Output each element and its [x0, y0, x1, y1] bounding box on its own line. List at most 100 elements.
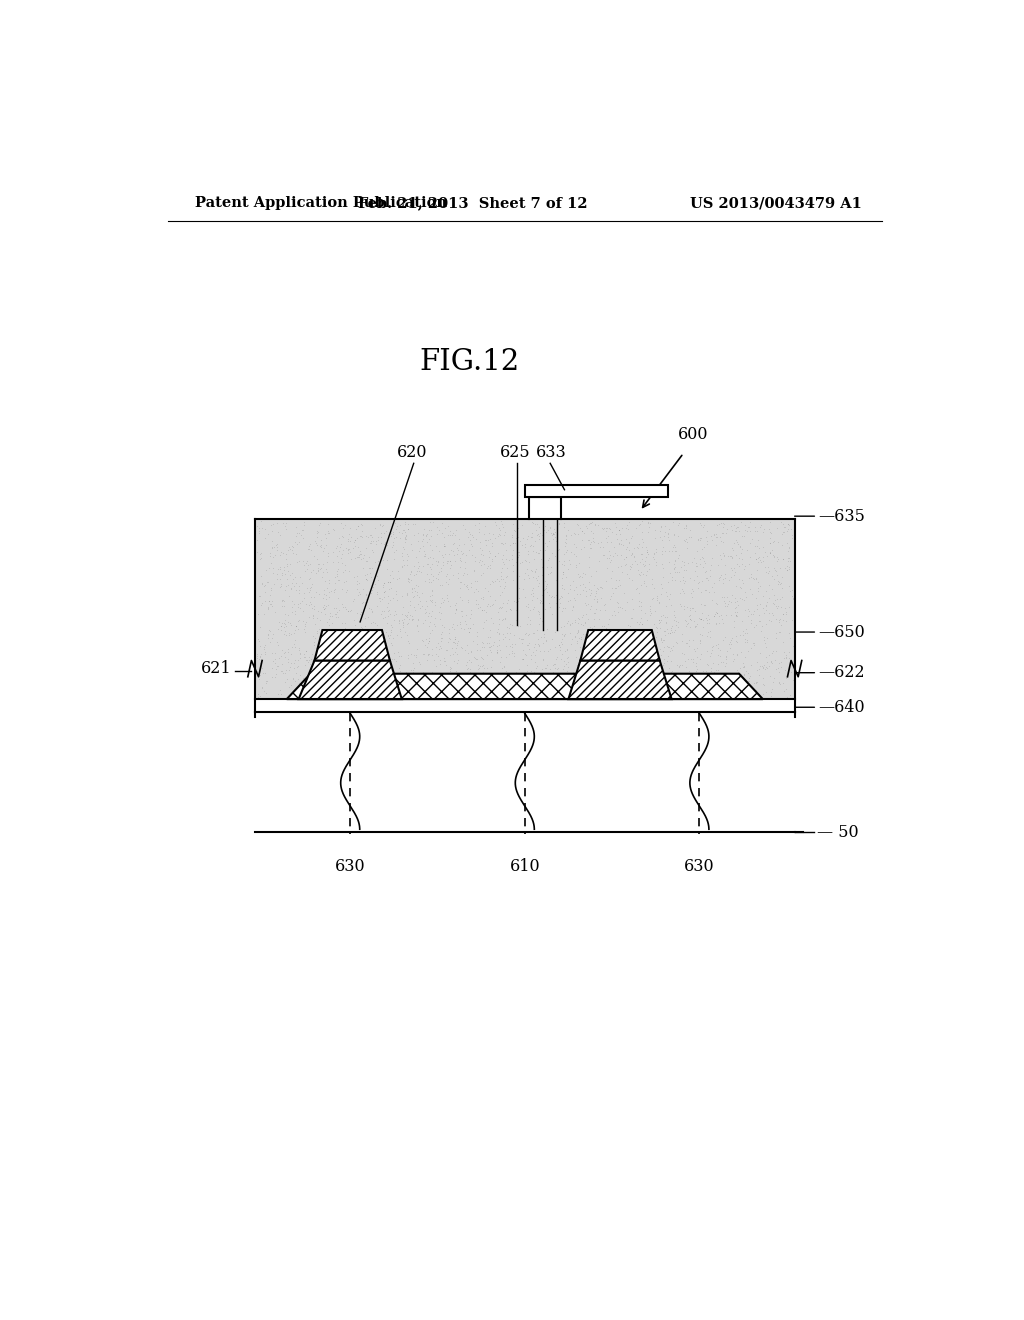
Point [641, 623, 657, 644]
Point [465, 527, 481, 548]
Point [638, 564, 654, 585]
Point [296, 655, 312, 676]
Point [331, 599, 347, 620]
Point [620, 615, 636, 636]
Point [327, 582, 343, 603]
Point [446, 544, 463, 565]
Point [664, 639, 680, 660]
Point [631, 595, 647, 616]
Point [493, 511, 509, 532]
Point [280, 561, 296, 582]
Point [688, 638, 705, 659]
Point [686, 561, 702, 582]
Point [659, 669, 676, 690]
Point [715, 516, 731, 537]
Point [309, 671, 326, 692]
Point [464, 676, 480, 697]
Point [771, 611, 787, 632]
Point [356, 615, 373, 636]
Point [742, 566, 759, 587]
Point [463, 533, 479, 554]
Point [278, 579, 294, 601]
Point [254, 573, 270, 594]
Point [671, 656, 687, 677]
Point [382, 657, 398, 678]
Point [629, 675, 645, 696]
Point [767, 590, 783, 611]
Point [418, 525, 434, 546]
Point [712, 566, 728, 587]
Point [762, 511, 778, 532]
Point [683, 648, 699, 669]
Point [529, 543, 546, 564]
Point [676, 598, 692, 619]
Point [560, 558, 577, 579]
Point [566, 669, 583, 690]
Point [633, 599, 649, 620]
Point [764, 652, 780, 673]
Point [534, 659, 550, 680]
Point [696, 682, 713, 704]
Point [280, 651, 296, 672]
Point [401, 632, 418, 653]
Point [756, 675, 772, 696]
Point [670, 611, 686, 632]
Point [272, 645, 289, 667]
Point [327, 653, 343, 675]
Point [605, 582, 622, 603]
Point [427, 609, 443, 630]
Point [608, 577, 625, 598]
Point [323, 673, 339, 694]
Point [354, 678, 371, 700]
Point [558, 541, 574, 562]
Point [446, 649, 463, 671]
Point [654, 659, 671, 680]
Point [595, 536, 611, 557]
Point [549, 533, 565, 554]
Point [505, 663, 521, 684]
Point [692, 676, 709, 697]
Point [303, 573, 319, 594]
Point [548, 531, 564, 552]
Point [499, 645, 515, 667]
Point [497, 576, 513, 597]
Point [531, 607, 548, 628]
Point [756, 519, 772, 540]
Point [268, 664, 285, 685]
Point [264, 667, 281, 688]
Point [460, 657, 476, 678]
Point [406, 578, 422, 599]
Point [624, 671, 640, 692]
Text: FIG.12: FIG.12 [419, 347, 519, 376]
Point [399, 585, 416, 606]
Point [291, 639, 307, 660]
Point [758, 595, 774, 616]
Point [520, 552, 537, 573]
Point [703, 529, 720, 550]
Point [524, 583, 541, 605]
Point [329, 564, 345, 585]
Point [609, 640, 626, 661]
Point [520, 544, 537, 565]
Point [589, 676, 605, 697]
Point [415, 524, 431, 545]
Point [758, 612, 774, 634]
Point [331, 541, 347, 562]
Point [440, 627, 457, 648]
Point [447, 599, 464, 620]
Point [321, 523, 337, 544]
Point [702, 684, 719, 705]
Point [616, 582, 633, 603]
Point [479, 556, 496, 577]
Point [685, 651, 701, 672]
Point [336, 652, 352, 673]
Point [414, 582, 430, 603]
Point [664, 594, 680, 615]
Point [279, 615, 295, 636]
Point [345, 537, 361, 558]
Point [402, 561, 419, 582]
Point [459, 659, 475, 680]
Point [291, 609, 307, 630]
Point [291, 673, 307, 694]
Point [352, 616, 369, 638]
